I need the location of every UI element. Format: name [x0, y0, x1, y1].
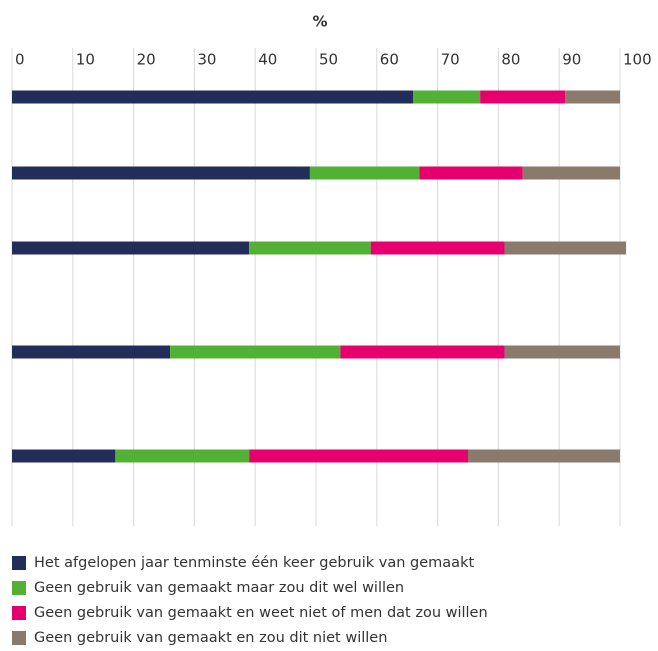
legend-swatch: [12, 606, 26, 620]
bar-segment: [249, 241, 371, 255]
legend-swatch: [12, 581, 26, 595]
legend-label: Geen gebruik van gemaakt en weet niet of…: [34, 605, 488, 621]
x-tick-label: 10: [76, 51, 95, 69]
legend-label: Geen gebruik van gemaakt en zou dit niet…: [34, 630, 387, 646]
bar-segment: [370, 241, 505, 255]
x-tick-label: 50: [319, 51, 338, 69]
legend-swatch: [12, 631, 26, 645]
bar-segment: [419, 166, 523, 180]
bar-segment: [309, 166, 420, 180]
bar-segment: [340, 345, 505, 359]
bar-segment: [12, 90, 414, 104]
x-tick-label: 70: [441, 51, 460, 69]
bar-segment: [480, 90, 566, 104]
x-tick-label: 100: [623, 51, 652, 69]
bar-segment: [12, 241, 250, 255]
x-tick-label: 0: [15, 51, 25, 69]
bar-segment: [565, 90, 620, 104]
bar-segment: [522, 166, 620, 180]
bar-segment: [504, 241, 627, 255]
x-tick-label: 30: [197, 51, 216, 69]
bar-segment: [170, 345, 341, 359]
x-tick-label: 60: [380, 51, 399, 69]
x-tick-label: 40: [258, 51, 277, 69]
bar-segment: [468, 449, 620, 463]
legend-label: Het afgelopen jaar tenminste één keer ge…: [34, 555, 474, 571]
legend-swatch: [12, 556, 26, 570]
x-tick-label: 80: [501, 51, 520, 69]
chart-title: %: [312, 13, 327, 31]
bar-segment: [413, 90, 481, 104]
bar-segment: [12, 449, 116, 463]
bar-segment: [12, 345, 171, 359]
bar-segment: [12, 166, 310, 180]
bar-segment: [249, 449, 468, 463]
x-tick-label: 20: [137, 51, 156, 69]
legend-label: Geen gebruik van gemaakt maar zou dit we…: [34, 580, 404, 596]
bar-segment: [504, 345, 620, 359]
bar-segment: [115, 449, 250, 463]
x-tick-label: 90: [562, 51, 581, 69]
